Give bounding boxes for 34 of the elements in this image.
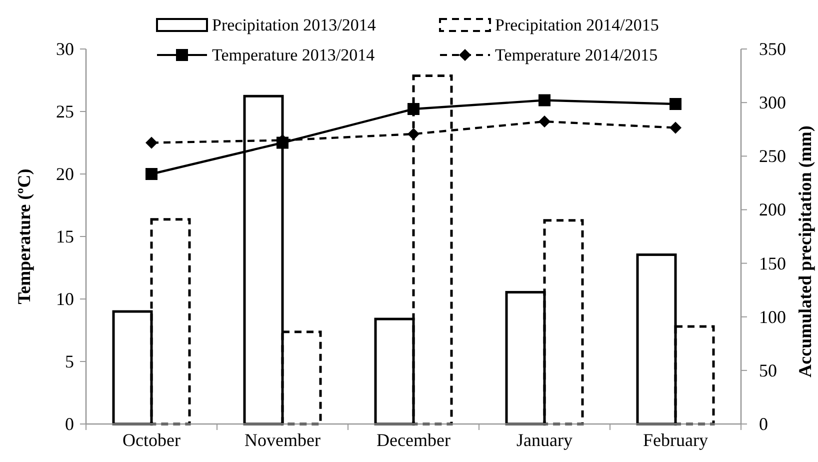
legend-label: Temperature 2013/2014 xyxy=(212,46,376,64)
x-tick-label: October xyxy=(122,430,180,450)
point xyxy=(538,116,550,128)
y-tick-label: 30 xyxy=(56,39,74,59)
y2-tick-label: 300 xyxy=(759,92,786,113)
y2-tick-label: 250 xyxy=(759,146,786,166)
y-tick-label: 0 xyxy=(65,414,74,434)
y2-tick-label: 50 xyxy=(759,360,777,380)
y-tick-label: 20 xyxy=(56,164,74,184)
y-tick-label: 15 xyxy=(56,226,74,246)
point xyxy=(670,122,682,134)
x-tick-label: November xyxy=(244,430,320,450)
y2-tick-label: 150 xyxy=(759,253,786,274)
point xyxy=(146,136,158,149)
point xyxy=(408,103,420,115)
legend-label: Precipitation 2013/2014 xyxy=(212,16,376,34)
point xyxy=(538,94,550,106)
y-tick-label: 25 xyxy=(56,102,74,122)
x-tick-label: February xyxy=(643,430,708,450)
point xyxy=(670,98,682,110)
y2-tick-label: 200 xyxy=(759,200,786,220)
y2-axis-title: Accumulated precipitation (mm) xyxy=(795,126,815,378)
point xyxy=(408,128,420,140)
x-tick-label: January xyxy=(516,430,572,450)
y2-tick-label: 350 xyxy=(759,39,786,59)
y2-tick-label: 100 xyxy=(759,306,786,327)
y-tick-label: 10 xyxy=(56,289,74,309)
legend-label: Precipitation 2014/2015 xyxy=(495,16,659,34)
legend-label: Temperature 2014/2015 xyxy=(495,46,658,64)
y-tick-label: 5 xyxy=(65,352,74,372)
y2-tick-label: 0 xyxy=(759,414,768,434)
y-axis-title: Temperature (ºC) xyxy=(14,168,34,304)
x-tick-label: December xyxy=(376,430,450,450)
point xyxy=(146,168,158,180)
